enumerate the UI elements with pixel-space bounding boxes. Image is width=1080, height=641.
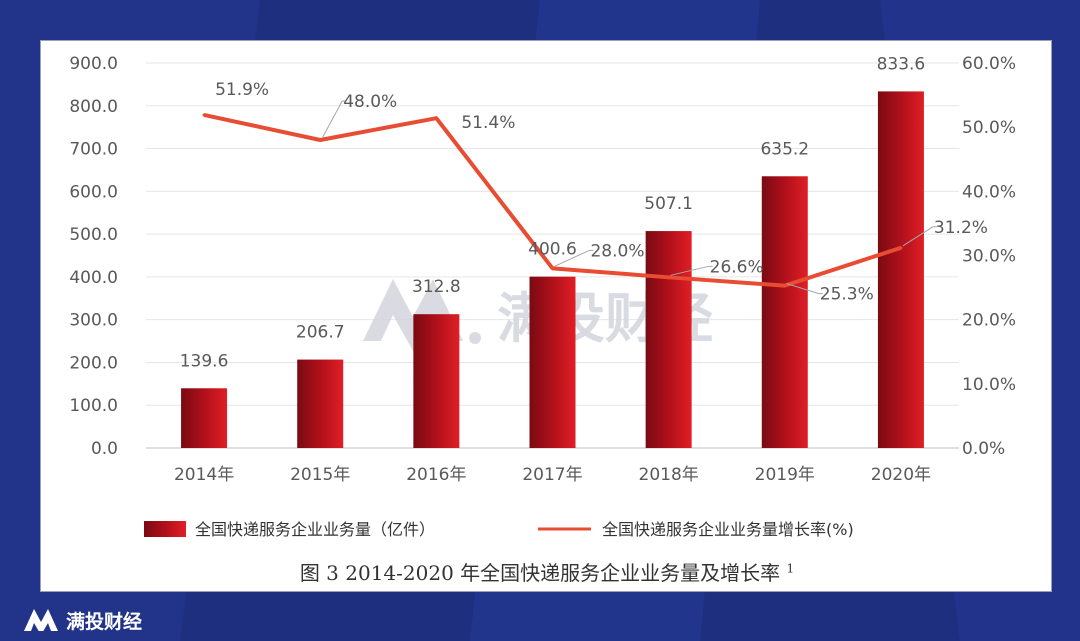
- line-value-label: 31.2%: [934, 218, 988, 238]
- y-left-tick-label: 200.0: [69, 353, 118, 373]
- watermark-dot-icon: [469, 332, 481, 344]
- x-tick-label: 2015年: [290, 465, 350, 485]
- bar-series: [181, 91, 924, 448]
- x-tick-label: 2020年: [871, 465, 931, 485]
- y-left-tick-label: 800.0: [69, 97, 118, 117]
- y-right-tick-label: 40.0%: [962, 182, 1016, 202]
- line-value-label: 51.4%: [461, 113, 515, 133]
- line-point: [434, 116, 438, 120]
- x-tick-label: 2017年: [522, 465, 582, 485]
- bar: [181, 388, 228, 448]
- y-left-tick-label: 600.0: [69, 182, 118, 202]
- y-left-tick-label: 700.0: [69, 140, 118, 160]
- line-value-label: 25.3%: [820, 285, 874, 305]
- y-right-tick-label: 10.0%: [962, 375, 1016, 395]
- y-right-tick-label: 30.0%: [962, 247, 1016, 267]
- bar-value-label: 312.8: [412, 277, 461, 297]
- chart-caption: 图 3 2014-2020 年全国快递服务企业业务量及增长率 1: [41, 557, 1053, 586]
- y-right-tick-label: 0.0%: [962, 439, 1005, 459]
- legend-line-label: 全国快递服务企业业务量增长率(%): [602, 520, 854, 539]
- line-point: [551, 266, 554, 270]
- x-tick-label: 2016年: [406, 465, 466, 485]
- bar-value-label: 507.1: [644, 194, 693, 214]
- bar: [877, 91, 924, 448]
- brand-logo-icon: [24, 609, 58, 631]
- legend-bar-swatch: [144, 521, 186, 537]
- line-label-leader: [670, 265, 713, 276]
- legend: 全国快递服务企业业务量（亿件） 全国快递服务企业业务量增长率(%): [144, 520, 854, 539]
- x-tick-label: 2018年: [639, 465, 699, 485]
- line-point: [667, 275, 671, 279]
- axes: 0.0 100.0 200.0 300.0 400.0 500.0 600.0 700.0 80…: [69, 54, 1016, 485]
- line-point: [783, 284, 787, 288]
- line-value-label: 48.0%: [343, 92, 397, 112]
- caption-footnote: 1: [786, 561, 795, 576]
- chart: 满投财经 0.0100.0200.0300.0400.0500.0600.070…: [69, 54, 1016, 539]
- bar-value-label: 206.7: [296, 323, 345, 343]
- caption-text: 图 3 2014-2020 年全国快递服务企业业务量及增长率: [299, 561, 781, 585]
- y-left-tick-label: 0.0: [91, 439, 118, 459]
- watermark-logo-icon: [363, 279, 463, 351]
- x-tick-label: 2019年: [755, 465, 815, 485]
- line-label-leader: [321, 100, 347, 139]
- y-left-tick-label: 400.0: [69, 268, 118, 288]
- bar-value-label: 635.2: [760, 139, 809, 159]
- bar-value-label: 139.6: [180, 351, 229, 371]
- y-left-tick-label: 300.0: [69, 311, 118, 331]
- bar: [645, 231, 692, 448]
- line-value-label: 28.0%: [590, 241, 644, 261]
- y-left-tick-label: 900.0: [69, 54, 118, 74]
- line-label-leader: [902, 226, 937, 247]
- bar: [413, 314, 460, 448]
- line-value-label: 26.6%: [710, 257, 764, 277]
- line-point: [899, 246, 903, 250]
- y-left-tick-label: 100.0: [69, 396, 118, 416]
- data-labels: 139.6 206.7 312.8 400.6 507.1 635.2 833.6 51.9%…: [180, 54, 988, 371]
- y-right-tick-label: 20.0%: [962, 311, 1016, 331]
- legend-bar-label: 全国快递服务企业业务量（亿件）: [195, 520, 435, 539]
- bar-value-label: 400.6: [528, 240, 577, 260]
- bar: [529, 276, 576, 448]
- chart-card: 满投财经 0.0 100.0 200.0 300.0 400.0 500.0 600.0 70…: [40, 40, 1052, 592]
- bar-value-label: 833.6: [877, 54, 926, 74]
- line-series: [202, 113, 903, 288]
- bar: [297, 359, 344, 448]
- brand-footer: 满投财经: [24, 606, 142, 634]
- bar: [761, 176, 808, 448]
- y-right-tick-label: 50.0%: [962, 118, 1016, 138]
- line-point: [202, 113, 206, 117]
- y-right-tick-label: 60.0%: [962, 54, 1016, 74]
- line-value-label: 51.9%: [215, 80, 269, 100]
- line-point: [318, 138, 322, 142]
- line-label-leader: [554, 249, 594, 267]
- brand-name: 满投财经: [66, 610, 143, 633]
- y-left-tick-label: 500.0: [69, 225, 118, 245]
- line-label-leader: [786, 283, 823, 295]
- x-tick-label: 2014年: [174, 465, 234, 485]
